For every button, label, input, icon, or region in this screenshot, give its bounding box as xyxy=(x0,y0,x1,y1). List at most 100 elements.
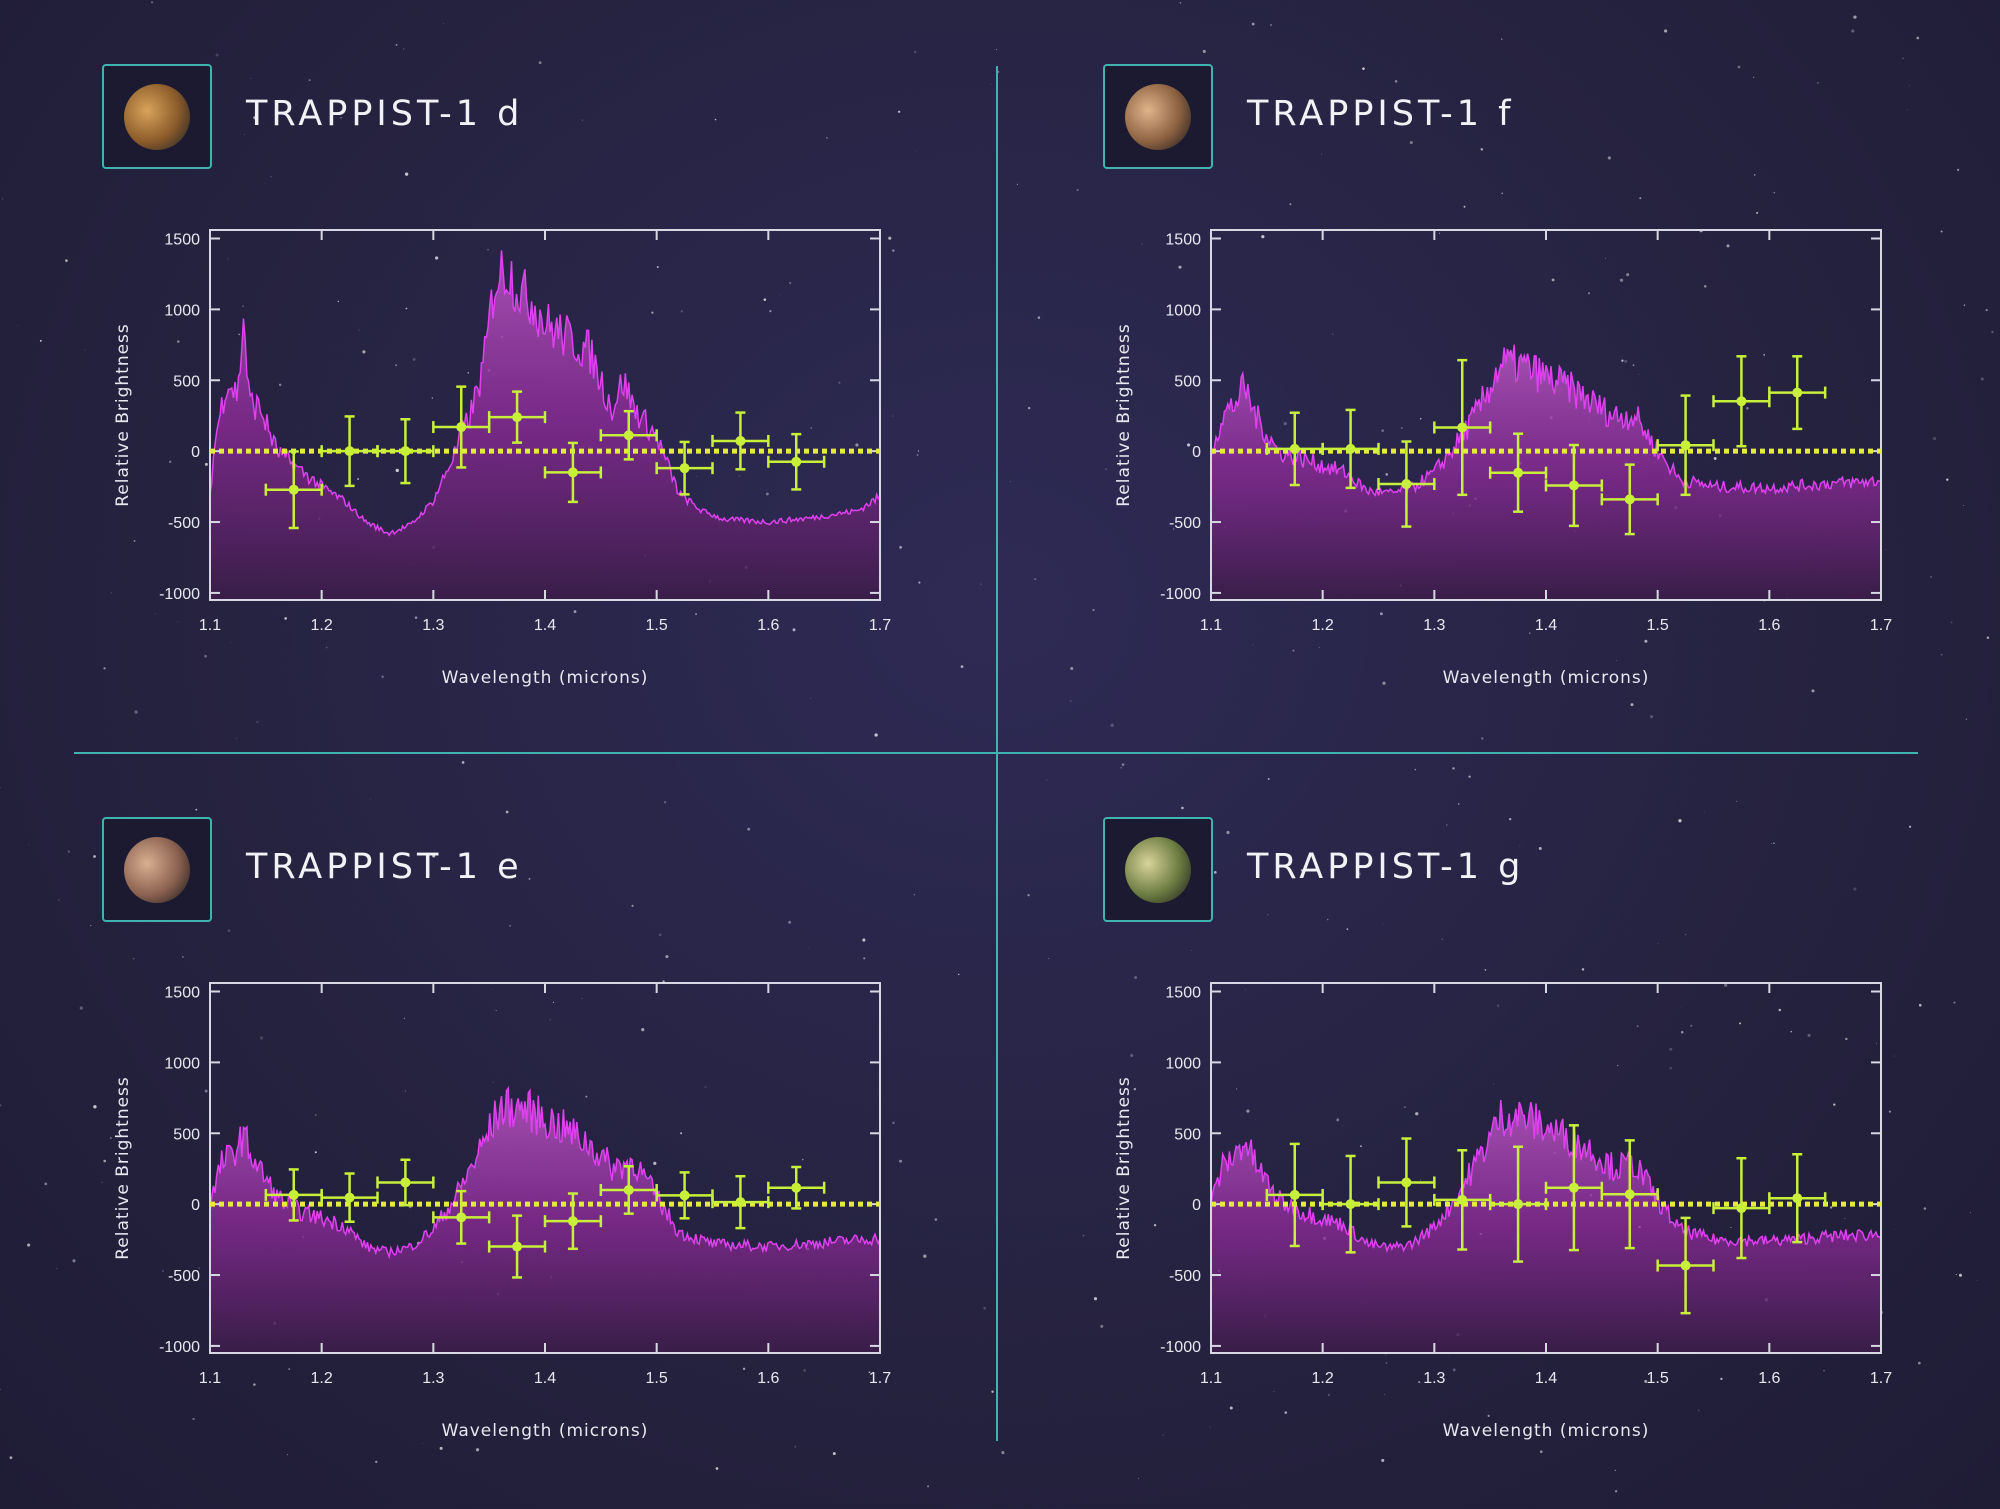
star xyxy=(443,23,444,25)
y-tick-label: 1000 xyxy=(1165,1055,1201,1072)
star xyxy=(0,1388,1,1391)
star xyxy=(93,855,96,858)
data-point xyxy=(1712,1156,1771,1260)
y-axis-label: Relative Brightness xyxy=(1114,323,1134,507)
star xyxy=(1817,82,1819,84)
star xyxy=(742,1367,746,1370)
star xyxy=(1141,243,1143,245)
star xyxy=(1678,819,1682,823)
y-tick-label: 1500 xyxy=(1165,232,1201,249)
star xyxy=(1644,639,1648,643)
star xyxy=(1986,636,1990,639)
x-tick-label: 1.3 xyxy=(1423,1370,1445,1387)
star xyxy=(1046,779,1048,781)
star xyxy=(1336,1118,1340,1122)
star xyxy=(1501,192,1504,195)
star xyxy=(549,1018,552,1021)
star xyxy=(93,1105,97,1109)
star xyxy=(552,1001,554,1003)
star xyxy=(631,904,634,907)
star xyxy=(1360,1145,1362,1148)
star xyxy=(862,938,866,942)
star xyxy=(1326,918,1329,921)
data-point xyxy=(1600,1139,1659,1250)
star xyxy=(101,1181,103,1183)
star xyxy=(1120,766,1123,769)
star xyxy=(1027,894,1030,897)
star xyxy=(1963,504,1965,507)
star xyxy=(1252,644,1254,646)
star xyxy=(370,799,372,801)
star xyxy=(1133,1087,1137,1091)
star xyxy=(1463,205,1466,208)
star xyxy=(1209,1426,1211,1428)
y-tick-label: -500 xyxy=(1169,515,1201,532)
y-tick-label: 1500 xyxy=(164,232,200,249)
star xyxy=(288,1368,291,1370)
star xyxy=(1385,1354,1387,1356)
model-spectrum-line xyxy=(1210,344,1882,497)
panel-title: TRAPPIST-1 f xyxy=(1247,94,1515,134)
star xyxy=(1384,1394,1385,1395)
star xyxy=(917,450,920,452)
star xyxy=(897,110,901,113)
star xyxy=(1614,1469,1616,1471)
star xyxy=(1121,763,1125,767)
data-marker xyxy=(344,1192,355,1203)
star xyxy=(1267,778,1270,781)
star xyxy=(1680,1031,1684,1034)
star xyxy=(1605,257,1606,259)
star xyxy=(581,998,583,1000)
star xyxy=(765,492,769,496)
x-tick-label: 1.2 xyxy=(311,1370,333,1387)
star xyxy=(1985,308,1988,312)
star xyxy=(1251,22,1255,26)
x-tick-label: 1.6 xyxy=(1758,1370,1780,1387)
star xyxy=(1446,824,1448,826)
star xyxy=(1452,1368,1456,1372)
star xyxy=(340,117,342,119)
star xyxy=(1917,1361,1921,1365)
star xyxy=(1916,36,1920,40)
star xyxy=(1452,767,1455,770)
star xyxy=(1893,1229,1895,1230)
star xyxy=(110,592,112,594)
star xyxy=(1956,168,1960,172)
star xyxy=(1713,457,1717,460)
star xyxy=(641,1028,645,1032)
star xyxy=(1034,578,1037,581)
data-point xyxy=(1768,1152,1827,1244)
star xyxy=(1037,316,1041,319)
star xyxy=(1704,811,1705,812)
star xyxy=(44,1182,48,1186)
star xyxy=(1551,278,1555,282)
star xyxy=(1138,1477,1139,1479)
star xyxy=(103,667,106,670)
data-marker xyxy=(623,1184,634,1195)
star xyxy=(1680,1006,1682,1008)
y-tick-label: 500 xyxy=(173,1126,200,1143)
panel-trappist-1-f: TRAPPIST-1 f 1500 1000 500 0 -500 -1000 1.1 1.2… xyxy=(1001,0,2000,753)
x-tick-label: 1.1 xyxy=(1200,1370,1222,1387)
star xyxy=(1379,612,1383,616)
data-point xyxy=(1544,1124,1604,1252)
data-marker xyxy=(1401,1177,1412,1188)
data-marker xyxy=(623,430,634,441)
data-marker xyxy=(791,1182,802,1193)
x-tick-label: 1.5 xyxy=(1647,1370,1669,1387)
star xyxy=(1246,1109,1250,1113)
star xyxy=(1394,80,1398,83)
star xyxy=(1845,1037,1848,1041)
star xyxy=(375,1460,378,1463)
y-axis-label: Relative Brightness xyxy=(1114,1076,1134,1260)
data-marker xyxy=(512,1241,523,1252)
star xyxy=(1616,660,1617,662)
star xyxy=(1110,723,1114,727)
star xyxy=(238,333,240,336)
star xyxy=(1932,436,1937,441)
x-tick-label: 1.4 xyxy=(534,1370,556,1387)
star xyxy=(461,761,465,764)
star xyxy=(1790,1030,1793,1033)
data-point xyxy=(711,1174,770,1230)
star xyxy=(177,621,179,623)
